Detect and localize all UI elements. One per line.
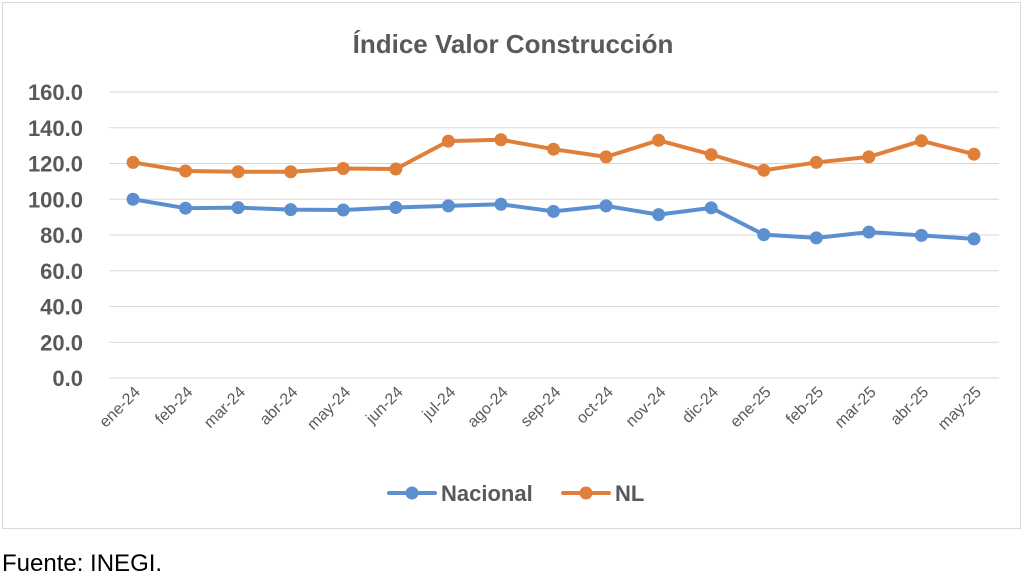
legend-label: NL: [615, 481, 644, 506]
x-tick-label: mar-24: [201, 384, 249, 432]
data-point: [599, 199, 613, 213]
y-tick-label: 40.0: [40, 295, 83, 320]
x-tick-label: mar-25: [832, 384, 880, 432]
y-tick-label: 160.0: [28, 80, 83, 105]
data-point: [599, 150, 613, 164]
x-tick-label: may-25: [935, 384, 985, 434]
y-tick-label: 60.0: [40, 259, 83, 284]
legend-marker: [405, 486, 419, 500]
data-point: [494, 133, 508, 147]
data-point: [284, 203, 298, 217]
data-point: [336, 162, 350, 176]
data-point: [704, 201, 718, 215]
data-point: [179, 164, 193, 178]
data-point: [652, 208, 666, 222]
data-point: [704, 148, 718, 162]
data-point: [914, 228, 928, 242]
data-point: [126, 192, 140, 206]
x-tick-label: oct-24: [573, 384, 617, 428]
data-point: [336, 203, 350, 217]
chart-title: Índice Valor Construcción: [353, 29, 674, 59]
data-point: [494, 197, 508, 211]
data-point: [757, 228, 771, 242]
data-point: [284, 165, 298, 179]
data-point: [441, 134, 455, 148]
legend-marker: [579, 486, 593, 500]
data-point: [967, 232, 981, 246]
line-chart: Índice Valor Construcción 0.0 20.0 40.0 60.0…: [28, 29, 999, 506]
x-tick-label: abr-25: [888, 384, 933, 429]
data-point: [652, 133, 666, 147]
y-tick-label: 100.0: [28, 187, 83, 212]
x-tick-label: ago-24: [465, 384, 512, 431]
x-tick-label: feb-24: [152, 384, 196, 428]
y-tick-label: 80.0: [40, 223, 83, 248]
data-point: [914, 134, 928, 148]
x-tick-label: may-24: [304, 384, 354, 434]
x-tick-label: jun-24: [362, 384, 406, 428]
y-tick-label: 140.0: [28, 116, 83, 141]
data-point: [231, 165, 245, 179]
data-point: [809, 231, 823, 245]
x-tick-label: sep-24: [518, 384, 565, 431]
data-point: [389, 162, 403, 176]
data-point: [757, 163, 771, 177]
chart-area: Índice Valor Construcción 0.0 20.0 40.0 60.0…: [2, 2, 1021, 529]
data-point: [389, 200, 403, 214]
y-tick-label: 0.0: [52, 366, 83, 391]
data-point: [126, 155, 140, 169]
x-tick-label: dic-24: [679, 384, 722, 427]
data-point: [862, 150, 876, 164]
legend-label: Nacional: [441, 481, 533, 506]
x-tick-label: nov-24: [623, 384, 670, 431]
x-tick-label: ene-25: [727, 384, 774, 431]
data-point: [547, 204, 560, 218]
data-point: [862, 225, 876, 239]
y-tick-label: 120.0: [28, 152, 83, 177]
data-point: [441, 199, 455, 213]
data-point: [179, 201, 193, 215]
source-note: Fuente: INEGI.: [2, 550, 163, 577]
x-tick-label: feb-25: [783, 384, 827, 428]
data-point: [231, 201, 245, 215]
x-tick-label: ene-24: [97, 384, 144, 431]
data-point: [967, 147, 981, 161]
x-tick-label: abr-24: [257, 384, 302, 429]
x-tick-label: jul-24: [419, 384, 459, 424]
data-point: [547, 142, 560, 156]
y-tick-label: 20.0: [40, 330, 83, 355]
data-point: [809, 155, 823, 169]
